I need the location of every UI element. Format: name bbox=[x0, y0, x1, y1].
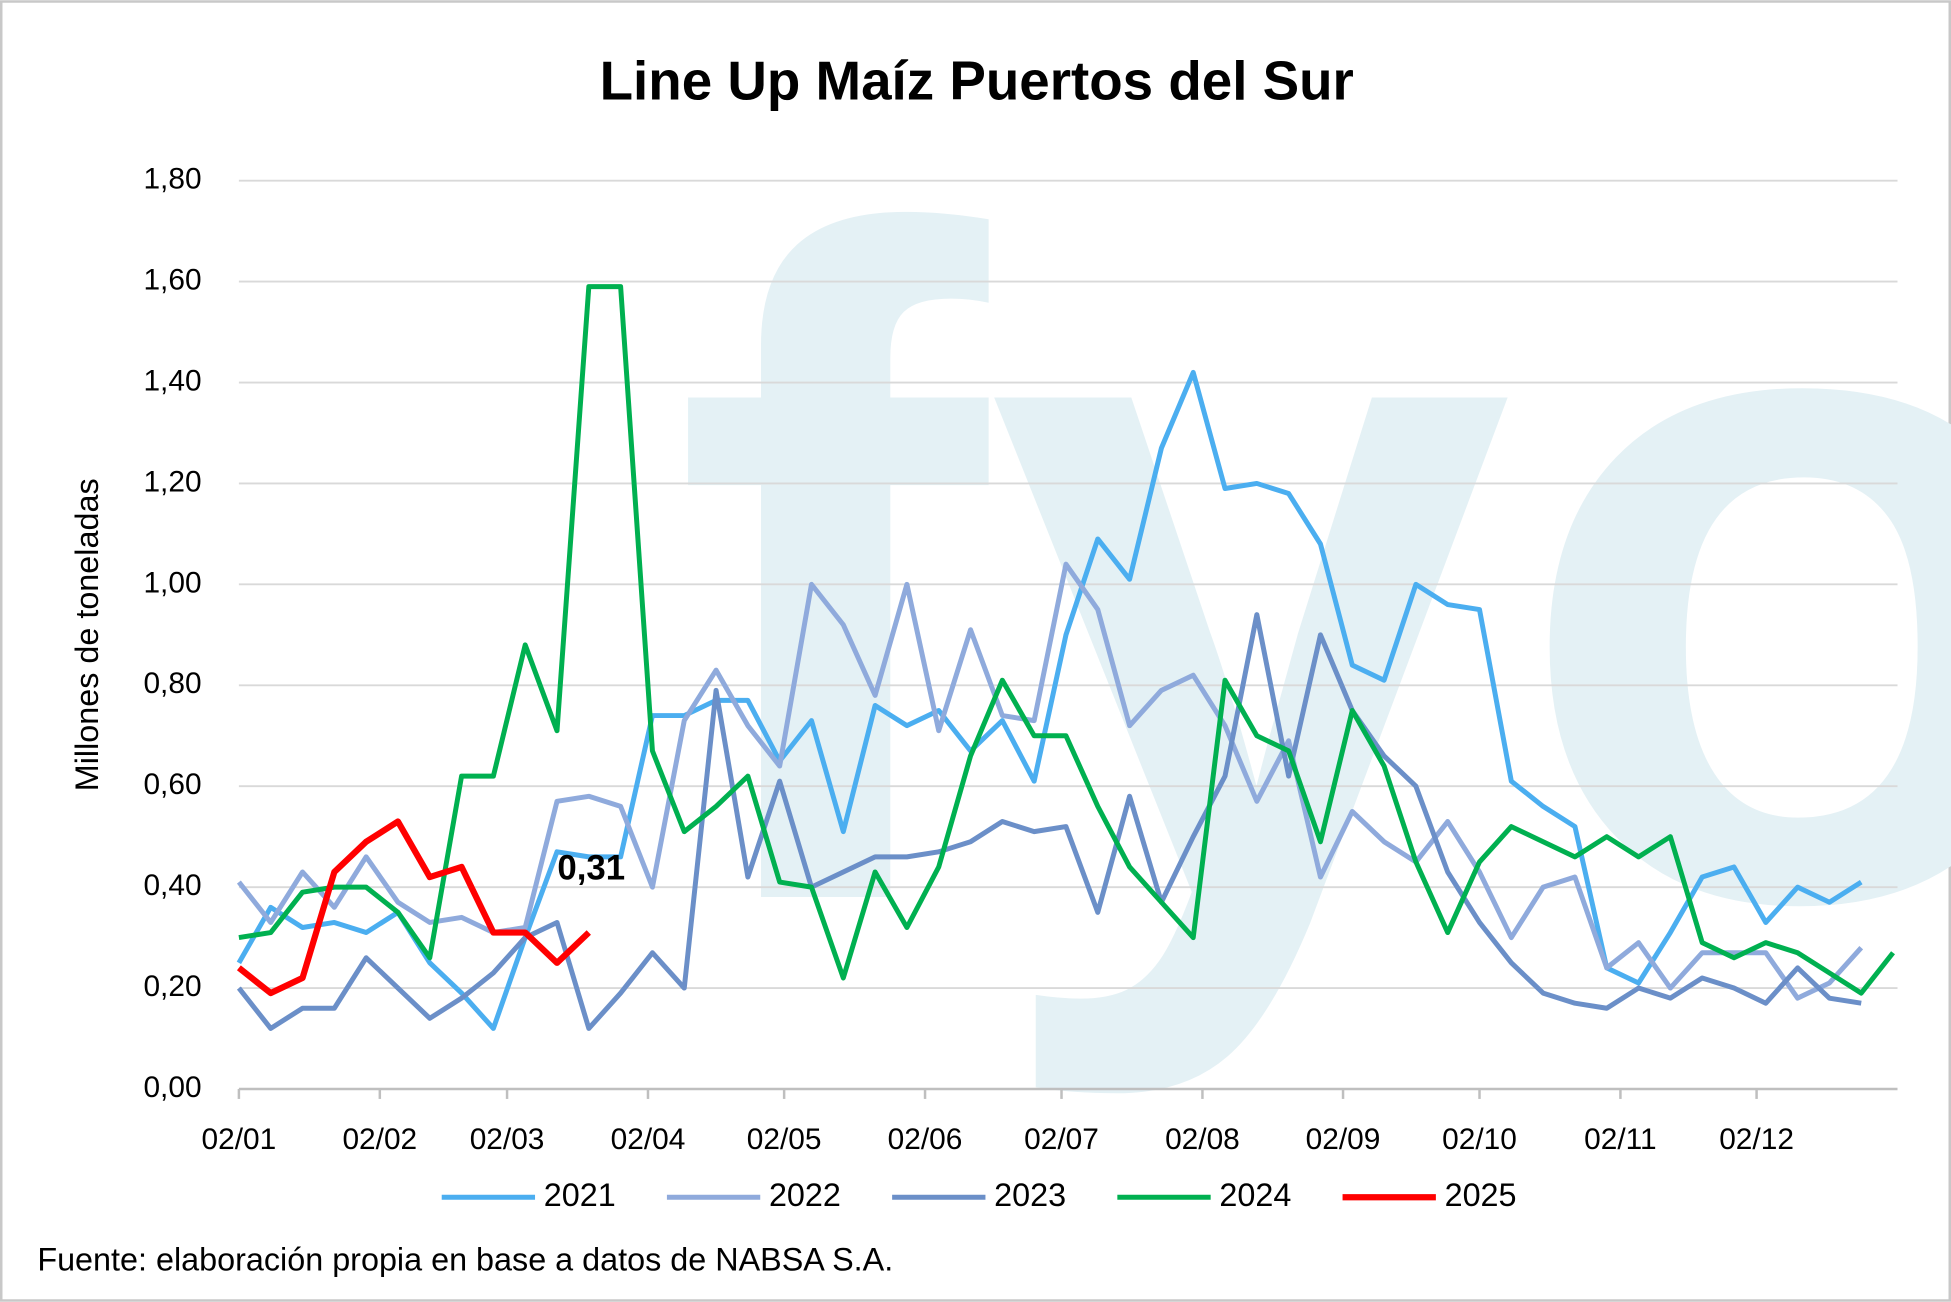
x-tick-label: 02/07 bbox=[1024, 1123, 1099, 1156]
x-tick-label: 02/08 bbox=[1165, 1123, 1240, 1156]
x-tick-label: 02/10 bbox=[1442, 1123, 1517, 1156]
y-tick-label: 0,20 bbox=[143, 970, 201, 1003]
series-line bbox=[238, 284, 1895, 996]
legend-label: 2022 bbox=[769, 1177, 841, 1213]
x-tick-label: 02/02 bbox=[342, 1123, 417, 1156]
x-tick-label: 02/04 bbox=[611, 1123, 686, 1156]
legend-label: 2021 bbox=[544, 1177, 616, 1213]
x-tick-label: 02/03 bbox=[470, 1123, 545, 1156]
x-tick-label: 02/05 bbox=[747, 1123, 822, 1156]
x-tick-label: 02/11 bbox=[1584, 1123, 1657, 1156]
y-tick-label: 0,80 bbox=[143, 667, 201, 700]
y-tick-label: 0,40 bbox=[143, 869, 201, 902]
series-line bbox=[236, 369, 1863, 1031]
watermark: fyo bbox=[672, 42, 1951, 1104]
x-tick-label: 02/06 bbox=[888, 1123, 963, 1156]
y-axis-label: Millones de toneladas bbox=[69, 478, 105, 791]
y-tick-label: 1,60 bbox=[143, 263, 201, 296]
x-tick-label: 02/01 bbox=[202, 1123, 277, 1156]
x-tick-label: 02/12 bbox=[1719, 1123, 1794, 1156]
legend-label: 2024 bbox=[1219, 1177, 1291, 1213]
series-line bbox=[236, 818, 591, 997]
y-tick-label: 0,60 bbox=[143, 768, 201, 801]
chart-title: Line Up Maíz Puertos del Sur bbox=[600, 49, 1354, 111]
data-label: 0,31 bbox=[557, 849, 625, 888]
y-tick-label: 1,20 bbox=[143, 465, 201, 498]
legend-label: 2025 bbox=[1445, 1177, 1517, 1213]
legend-label: 2023 bbox=[994, 1177, 1066, 1213]
y-tick-label: 1,00 bbox=[143, 566, 201, 599]
source-note: Fuente: elaboración propia en base a dat… bbox=[37, 1241, 893, 1277]
series-line bbox=[236, 612, 1862, 1031]
y-tick-label: 1,80 bbox=[143, 163, 201, 196]
x-tick-label: 02/09 bbox=[1306, 1123, 1381, 1156]
y-tick-label: 0,00 bbox=[143, 1071, 201, 1104]
y-tick-label: 1,40 bbox=[143, 364, 201, 397]
